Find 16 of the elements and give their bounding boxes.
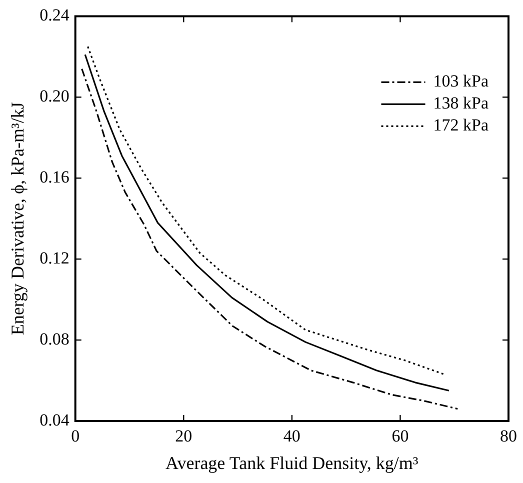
x-tick-label: 60 [392, 426, 409, 446]
x-axis-title: Average Tank Fluid Density, kg/m³ [166, 452, 419, 473]
y-tick-label: 0.24 [40, 6, 70, 25]
x-tick-label: 0 [71, 426, 80, 446]
x-tick-label: 20 [175, 426, 192, 446]
y-tick-label: 0.08 [40, 330, 70, 349]
y-tick-label: 0.12 [40, 248, 70, 268]
legend-label: 172 kPa [433, 116, 489, 135]
legend-label: 138 kPa [433, 94, 489, 113]
y-tick-label: 0.16 [40, 168, 70, 187]
y-tick-label: 0.04 [40, 410, 70, 430]
x-tick-label: 40 [283, 426, 300, 446]
legend-label: 103 kPa [433, 72, 489, 91]
y-axis-title: Energy Derivative, ϕ, kPa-m³/kJ [8, 102, 28, 336]
y-tick-label: 0.20 [40, 86, 70, 106]
x-tick-label: 80 [500, 426, 517, 446]
